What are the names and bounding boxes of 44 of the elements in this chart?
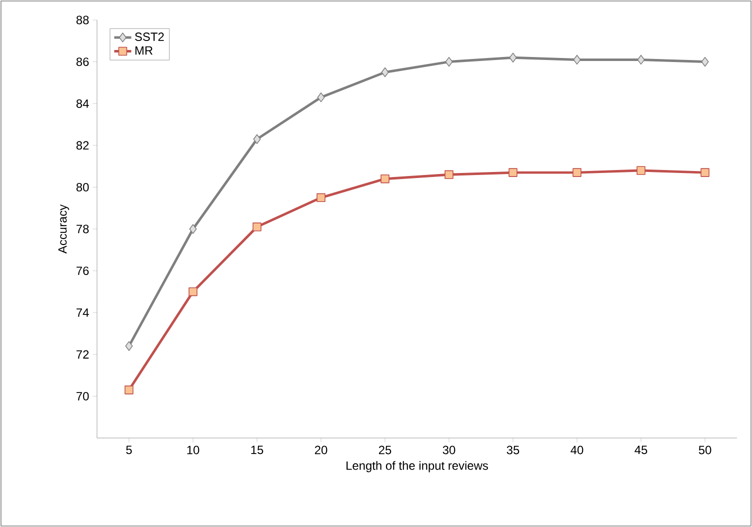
- point: [444, 170, 454, 180]
- y-tick-label: 86: [76, 58, 89, 66]
- y-tick-label: 72: [76, 350, 89, 359]
- y-tick-label: 82: [76, 141, 89, 150]
- x-axis-title: Length of the input reviews: [346, 461, 488, 472]
- point: [125, 341, 133, 351]
- y-tick-label: 80: [76, 182, 89, 192]
- x-tick-label: 15: [251, 446, 264, 454]
- y-tick-label: 74: [76, 308, 89, 317]
- point: [380, 174, 390, 184]
- point: [253, 134, 261, 144]
- x-tick-label: 25: [378, 446, 392, 454]
- point: [572, 168, 582, 177]
- point: [317, 92, 325, 102]
- x-tick-label: 35: [506, 446, 520, 454]
- x-tick-label: 20: [314, 446, 328, 454]
- point: [252, 222, 262, 232]
- y-tick-label: 70: [76, 392, 89, 400]
- point: [573, 54, 581, 65]
- point: [189, 224, 197, 234]
- legend-label: SST2: [135, 32, 164, 41]
- point: [636, 166, 646, 175]
- point: [700, 168, 710, 177]
- point: [316, 193, 326, 202]
- legend-label: MR: [135, 46, 153, 55]
- y-axis-title: Accuracy: [58, 204, 70, 254]
- x-tick-label: 50: [698, 446, 712, 454]
- y-tick-label: 88: [76, 16, 89, 24]
- point: [637, 54, 645, 65]
- x-tick-label: 45: [634, 446, 648, 454]
- y-tick-label: 78: [76, 224, 89, 234]
- x-tick-label: 30: [442, 446, 456, 454]
- point: [508, 168, 518, 177]
- point: [509, 52, 517, 62]
- point: [701, 56, 709, 67]
- point: [188, 287, 198, 296]
- point: [381, 67, 389, 78]
- point: [445, 56, 453, 67]
- x-tick-label: 40: [570, 446, 584, 454]
- x-tick-label: 5: [126, 446, 132, 454]
- x-tick-label: 10: [187, 446, 200, 454]
- y-tick-label: 84: [76, 99, 89, 108]
- point: [124, 386, 134, 394]
- y-tick-label: 76: [76, 266, 89, 276]
